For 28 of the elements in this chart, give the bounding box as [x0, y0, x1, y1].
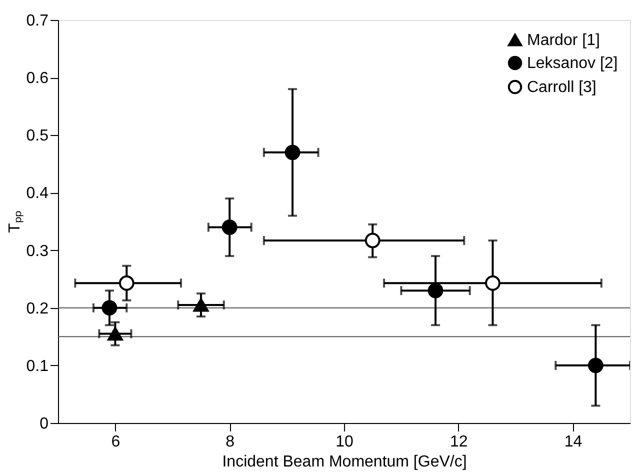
y-tick-label: 0.6 — [26, 70, 49, 88]
x-tick-label: 14 — [564, 434, 582, 450]
y-tick-label: 0.2 — [26, 300, 49, 318]
y-tick-label: 0.5 — [26, 128, 49, 145]
legend-label: Mardor [1] — [527, 32, 600, 49]
point — [284, 144, 300, 160]
legend-label: Leksanov [2] — [527, 55, 618, 72]
point — [222, 220, 238, 235]
point — [107, 326, 123, 341]
point — [102, 300, 118, 316]
x-tick-label: 6 — [111, 434, 120, 450]
point — [118, 275, 134, 291]
x-tick-label: 8 — [226, 434, 235, 450]
legend-label: Carroll [3] — [527, 79, 596, 96]
point — [364, 232, 380, 248]
y-tick-label: 0.1 — [26, 358, 49, 375]
y-tick-label: 0.4 — [26, 185, 49, 202]
x-axis-title: Incident Beam Momentum [GeV/c] — [222, 454, 467, 470]
x-tick-label: 12 — [450, 434, 468, 450]
y-tick-label: 0.3 — [26, 242, 49, 260]
x-tick-label: 10 — [336, 434, 354, 450]
y-tick-label: 0 — [40, 416, 49, 432]
point — [193, 298, 209, 312]
y-axis-title: Tₚₚ — [6, 211, 24, 233]
y-tick-label: 0.7 — [26, 12, 49, 30]
point — [588, 358, 604, 374]
point — [428, 282, 444, 298]
point — [485, 275, 500, 291]
